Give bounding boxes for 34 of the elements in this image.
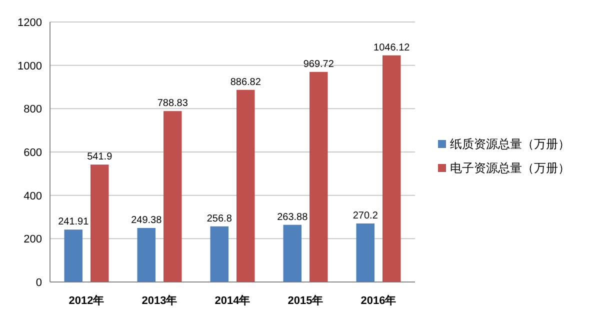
y-tick-label: 600 (24, 147, 42, 159)
y-tick-label: 0 (36, 277, 42, 289)
y-tick-label: 1000 (18, 60, 42, 72)
y-tick-label: 400 (24, 190, 42, 202)
data-label: 886.82 (230, 76, 262, 88)
bar (210, 226, 228, 282)
bar (356, 223, 374, 282)
x-tick-label: 2015年 (288, 294, 324, 307)
x-tick-label: 2012年 (68, 294, 104, 307)
data-label: 788.83 (157, 98, 188, 110)
x-tick-label: 2013年 (142, 294, 178, 307)
x-tick-label: 2016年 (360, 294, 396, 307)
data-label: 249.38 (131, 214, 162, 226)
data-label: 256.8 (206, 213, 232, 224)
bar (310, 72, 328, 282)
bar (64, 230, 82, 282)
data-label: 263.88 (277, 212, 308, 223)
legend-label: 电子资源总量（万册） (450, 161, 570, 175)
y-tick-label: 800 (24, 104, 42, 116)
bar (90, 164, 109, 282)
bar (164, 111, 182, 282)
data-label: 969.72 (303, 58, 334, 70)
x-tick-label: 2014年 (214, 294, 250, 307)
legend-label: 纸质资源总量（万册） (450, 137, 570, 151)
data-label: 541.9 (87, 152, 113, 163)
y-tick-label: 200 (24, 234, 42, 246)
data-label: 270.2 (352, 210, 378, 222)
bar (137, 228, 156, 282)
bar (236, 90, 255, 282)
data-label: 241.91 (58, 216, 90, 228)
data-label: 1046.12 (374, 42, 410, 54)
bar (283, 224, 302, 282)
y-tick-label: 1200 (18, 17, 42, 29)
bar (382, 55, 401, 282)
